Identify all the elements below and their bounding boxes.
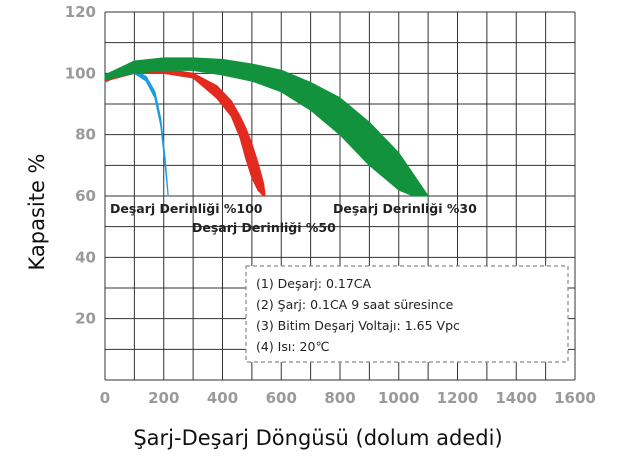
x-tick-200: 200 (148, 389, 179, 407)
note-1: (1) Deşarj: 0.17CA (256, 276, 372, 291)
series-band-green (104, 57, 429, 197)
note-2: (2) Şarj: 0.1CA 9 saat süresince (256, 297, 454, 312)
x-axis-title: Şarj-Deşarj Döngüsü (dolum adedi) (133, 426, 502, 450)
y-axis-title: Kapasite % (25, 153, 49, 270)
x-tick-1200: 1200 (437, 389, 479, 407)
y-tick-labels: 20 40 60 80 100 120 (65, 3, 96, 328)
note-4: (4) Isı: 20℃ (256, 339, 329, 354)
y-tick-100: 100 (65, 64, 96, 82)
notes-box (245, 265, 569, 363)
series-band-red (104, 68, 266, 197)
y-tick-60: 60 (75, 187, 96, 205)
x-tick-400: 400 (207, 389, 238, 407)
x-tick-1400: 1400 (495, 389, 537, 407)
x-tick-0: 0 (100, 389, 110, 407)
x-tick-labels: 0 200 400 600 800 1000 1200 1400 1600 (100, 389, 596, 407)
note-3: (3) Bitim Deşarj Voltajı: 1.65 Vpc (256, 318, 460, 333)
y-tick-20: 20 (75, 310, 96, 328)
y-tick-80: 80 (75, 126, 96, 144)
x-tick-600: 600 (266, 389, 297, 407)
y-tick-40: 40 (75, 248, 96, 266)
series-label-red: Deşarj Derinliği %50 (192, 220, 336, 235)
x-tick-1000: 1000 (378, 389, 420, 407)
series-label-blue: Deşarj Derinliği %100 (110, 201, 263, 216)
series-bands (104, 57, 429, 197)
x-tick-1600: 1600 (554, 389, 596, 407)
series-label-green: Deşarj Derinliği %30 (333, 201, 477, 216)
y-tick-120: 120 (65, 3, 96, 21)
x-tick-800: 800 (324, 389, 355, 407)
series-band-blue (104, 69, 169, 197)
